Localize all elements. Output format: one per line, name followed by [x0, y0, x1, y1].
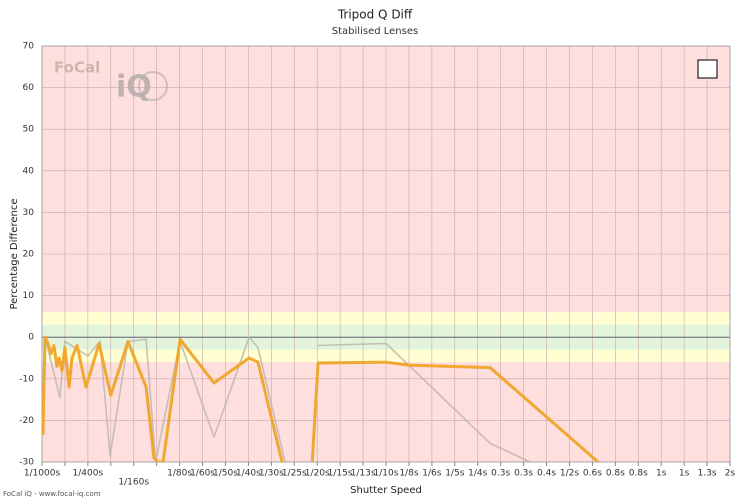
x-tick-label: 0.4s — [537, 469, 556, 479]
x-tick-label: 1/160s — [118, 478, 149, 488]
x-tick-label: 0.3s — [514, 469, 533, 479]
x-tick-label: 1/400s — [73, 469, 104, 479]
x-tick-label: 0.6s — [583, 469, 602, 479]
x-tick-label: 1/15s — [328, 469, 353, 479]
x-tick-label: 1.3s — [698, 469, 717, 479]
y-tick-label: 50 — [23, 125, 35, 135]
chart-title: Tripod Q Diff — [337, 8, 413, 22]
x-tick-label: 1/2s — [560, 469, 579, 479]
x-tick-label: 1/1000s — [24, 469, 61, 479]
y-tick-label: 0 — [28, 333, 34, 343]
series-line — [42, 335, 600, 462]
legend-box — [697, 59, 718, 79]
y-tick-label: -20 — [19, 416, 34, 426]
y-tick-label: -10 — [19, 374, 34, 384]
x-tick-label: 0.8s — [629, 469, 648, 479]
x-tick-label: 1/10s — [374, 469, 399, 479]
x-tick-label: 1/60s — [190, 469, 215, 479]
x-tick-label: 1/50s — [213, 469, 238, 479]
y-tick-label: 70 — [23, 42, 35, 52]
y-tick-label: 10 — [23, 291, 35, 301]
x-axis-title: Shutter Speed — [350, 485, 422, 496]
x-tick-label: 1/40s — [236, 469, 261, 479]
x-tick-label: 1s — [656, 469, 667, 479]
x-tick-label: 0.3s — [491, 469, 510, 479]
logo-lens — [138, 71, 168, 101]
plot-border — [41, 45, 731, 463]
x-tick-label: 1/30s — [259, 469, 284, 479]
y-tick-label: 20 — [23, 250, 35, 260]
footer: FoCal iQ - www.focal-iq.com — [3, 490, 101, 498]
x-tick-label: 1/25s — [282, 469, 307, 479]
chart-subtitle: Stabilised Lenses — [332, 26, 418, 37]
x-tick-label: 1/8s — [399, 469, 418, 479]
x-tick-label: 1/4s — [468, 469, 487, 479]
y-axis-title: Percentage Difference — [9, 199, 20, 310]
y-tick-label: 40 — [23, 166, 35, 176]
x-tick-label: 2s — [725, 469, 736, 479]
y-tick-label: 60 — [23, 83, 35, 93]
x-tick-label: 1/80s — [167, 469, 192, 479]
x-tick-label: 1/13s — [351, 469, 376, 479]
x-tick-label: 1/6s — [422, 469, 441, 479]
y-tick-label: -30 — [19, 458, 34, 468]
x-tick-label: 1s — [679, 469, 690, 479]
x-tick-label: 0.8s — [606, 469, 625, 479]
x-tick-label: 1/20s — [305, 469, 330, 479]
x-tick-label: 1/5s — [445, 469, 464, 479]
y-tick-label: 30 — [23, 208, 35, 218]
watermark: FoCal — [54, 59, 100, 77]
series-line — [44, 336, 531, 462]
